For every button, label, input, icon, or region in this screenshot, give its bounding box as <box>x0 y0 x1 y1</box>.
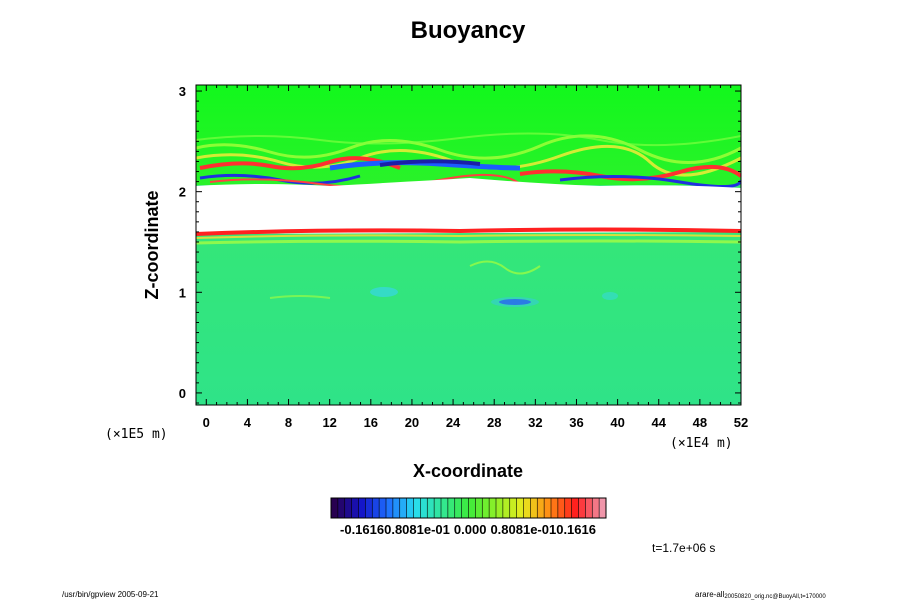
colorbar-cell <box>337 498 346 518</box>
colorbar-cell <box>454 498 463 518</box>
colorbar-label-min: -0.1616 <box>340 522 384 537</box>
colorbar-cell <box>468 498 476 518</box>
y-tick-label: 3 <box>179 84 186 99</box>
chart-title: Buoyancy <box>411 17 526 44</box>
time-label: t=1.7e+06 s <box>652 541 715 555</box>
colorbar-cell <box>482 498 490 518</box>
colorbar-cell <box>516 498 524 518</box>
colorbar-cell <box>447 498 456 518</box>
x-tick-label: 36 <box>569 415 583 430</box>
x-axis: 0 4 8 12 16 20 24 28 32 36 40 44 48 52 <box>203 85 748 430</box>
y-tick-label: 0 <box>179 386 186 401</box>
x-tick-label: 20 <box>405 415 419 430</box>
colorbar-cell <box>530 498 538 518</box>
colorbar-label-zero: 0.000 <box>454 522 487 537</box>
colorbar-cell <box>537 498 545 518</box>
colorbar-cell <box>434 498 442 518</box>
colorbar-cell <box>461 498 469 518</box>
colorbar-cell <box>557 498 566 518</box>
colorbar-cell <box>585 498 593 518</box>
colorbar-cell <box>386 498 394 518</box>
colorbar-cell <box>564 498 573 518</box>
x-tick-label: 52 <box>734 415 748 430</box>
colorbar-cell <box>420 498 428 518</box>
x-tick-label: 4 <box>244 415 252 430</box>
footer-left: /usr/bin/gpview 2005-09-21 <box>62 590 159 599</box>
colorbar <box>330 497 607 519</box>
y-axis-label: Z-coordinate <box>142 190 162 299</box>
y-tick-label: 2 <box>179 185 186 200</box>
missing-region <box>196 178 741 234</box>
colorbar-cell <box>392 498 401 518</box>
colorbar-cell <box>496 498 504 518</box>
x-tick-label: 24 <box>446 415 461 430</box>
heatmap-field <box>196 85 741 405</box>
y-tick-label: 1 <box>179 285 186 300</box>
x-tick-label: 16 <box>364 415 378 430</box>
colorbar-cell <box>379 498 387 518</box>
colorbar-cell <box>365 498 373 518</box>
colorbar-cell <box>509 498 518 518</box>
x-tick-label: 32 <box>528 415 542 430</box>
colorbar-cell <box>399 498 408 518</box>
negative-anomaly-a <box>370 287 398 297</box>
upper-wave-bands <box>196 132 741 189</box>
colorbar-cell <box>523 498 531 518</box>
colorbar-cell <box>413 498 421 518</box>
x-axis-label: X-coordinate <box>413 461 523 481</box>
footer-right-sub: 20050820_orig.nc@BuoyAll,t=170000 <box>724 594 826 600</box>
colorbar-cell <box>544 498 552 518</box>
y-axis: 0 1 2 3 <box>179 84 741 404</box>
colorbar-labels: -0.16160.8081e-01 0.000 0.8081e-010.1616 <box>340 522 596 537</box>
colorbar-label-neg: 0.8081e-01 <box>384 522 450 537</box>
colorbar-cell <box>351 498 359 518</box>
y-axis-unit: (×1E5 m) <box>105 427 168 442</box>
colorbar-frame <box>330 497 607 519</box>
colorbar-cell <box>372 498 380 518</box>
colorbar-cell <box>331 498 339 518</box>
x-tick-label: 12 <box>322 415 336 430</box>
colorbar-cell <box>592 498 600 518</box>
footer-right: arare-all20050820_orig.nc@BuoyAll,t=1700… <box>695 590 826 600</box>
colorbar-cell <box>344 498 353 518</box>
colorbar-label-max: 0.1616 <box>556 522 596 537</box>
colorbar-cell <box>358 498 366 518</box>
positive-band-upper-edge <box>196 227 741 236</box>
x-tick-label: 0 <box>203 415 210 430</box>
x-tick-label: 44 <box>652 415 667 430</box>
colorbar-cell <box>571 498 579 518</box>
colorbar-cell <box>551 498 559 518</box>
plot-frame <box>195 84 742 406</box>
x-tick-label: 28 <box>487 415 501 430</box>
colorbar-label-pos: 0.8081e-01 <box>490 522 556 537</box>
colorbar-cell <box>441 498 449 518</box>
x-tick-label: 40 <box>610 415 624 430</box>
footer-right-main: arare-all <box>695 590 725 599</box>
x-tick-label: 48 <box>693 415 707 430</box>
colorbar-cell <box>578 498 586 518</box>
x-axis-unit: (×1E4 m) <box>670 436 733 451</box>
colorbar-cell <box>599 498 607 518</box>
x-tick-label: 8 <box>285 415 292 430</box>
colorbar-cell <box>406 498 414 518</box>
colorbar-cell <box>427 498 435 518</box>
colorbar-cell <box>475 498 483 518</box>
colorbar-cell <box>502 498 511 518</box>
colorbar-cell <box>489 498 497 518</box>
